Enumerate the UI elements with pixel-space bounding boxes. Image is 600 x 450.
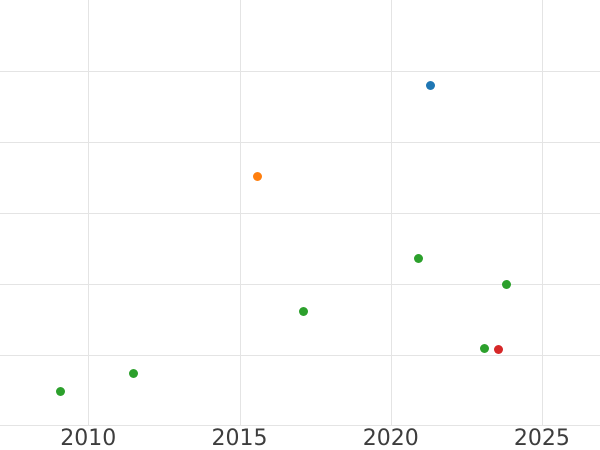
h-gridline xyxy=(0,425,600,426)
x-tick-label: 2010 xyxy=(60,426,117,450)
v-gridline xyxy=(542,0,543,426)
data-point-green-series xyxy=(479,344,489,354)
data-point-blue-series xyxy=(426,81,436,91)
data-point-green-series xyxy=(414,253,424,263)
x-axis: 2010 2015 2020 2025 xyxy=(0,426,600,450)
h-gridline xyxy=(0,213,600,214)
data-point-green-series xyxy=(55,387,65,397)
v-gridline xyxy=(88,0,89,426)
data-point-orange-series xyxy=(253,171,263,181)
data-point-red-series xyxy=(493,344,503,354)
h-gridline xyxy=(0,71,600,72)
plot-area xyxy=(0,0,600,426)
v-gridline xyxy=(240,0,241,426)
h-gridline xyxy=(0,142,600,143)
data-point-green-series xyxy=(502,279,512,289)
x-tick-label: 2025 xyxy=(513,426,570,450)
data-point-green-series xyxy=(129,368,139,378)
x-tick-label: 2020 xyxy=(362,426,419,450)
x-tick-label: 2015 xyxy=(211,426,268,450)
data-point-green-series xyxy=(298,307,308,317)
v-gridline xyxy=(391,0,392,426)
h-gridline xyxy=(0,284,600,285)
h-gridline xyxy=(0,355,600,356)
